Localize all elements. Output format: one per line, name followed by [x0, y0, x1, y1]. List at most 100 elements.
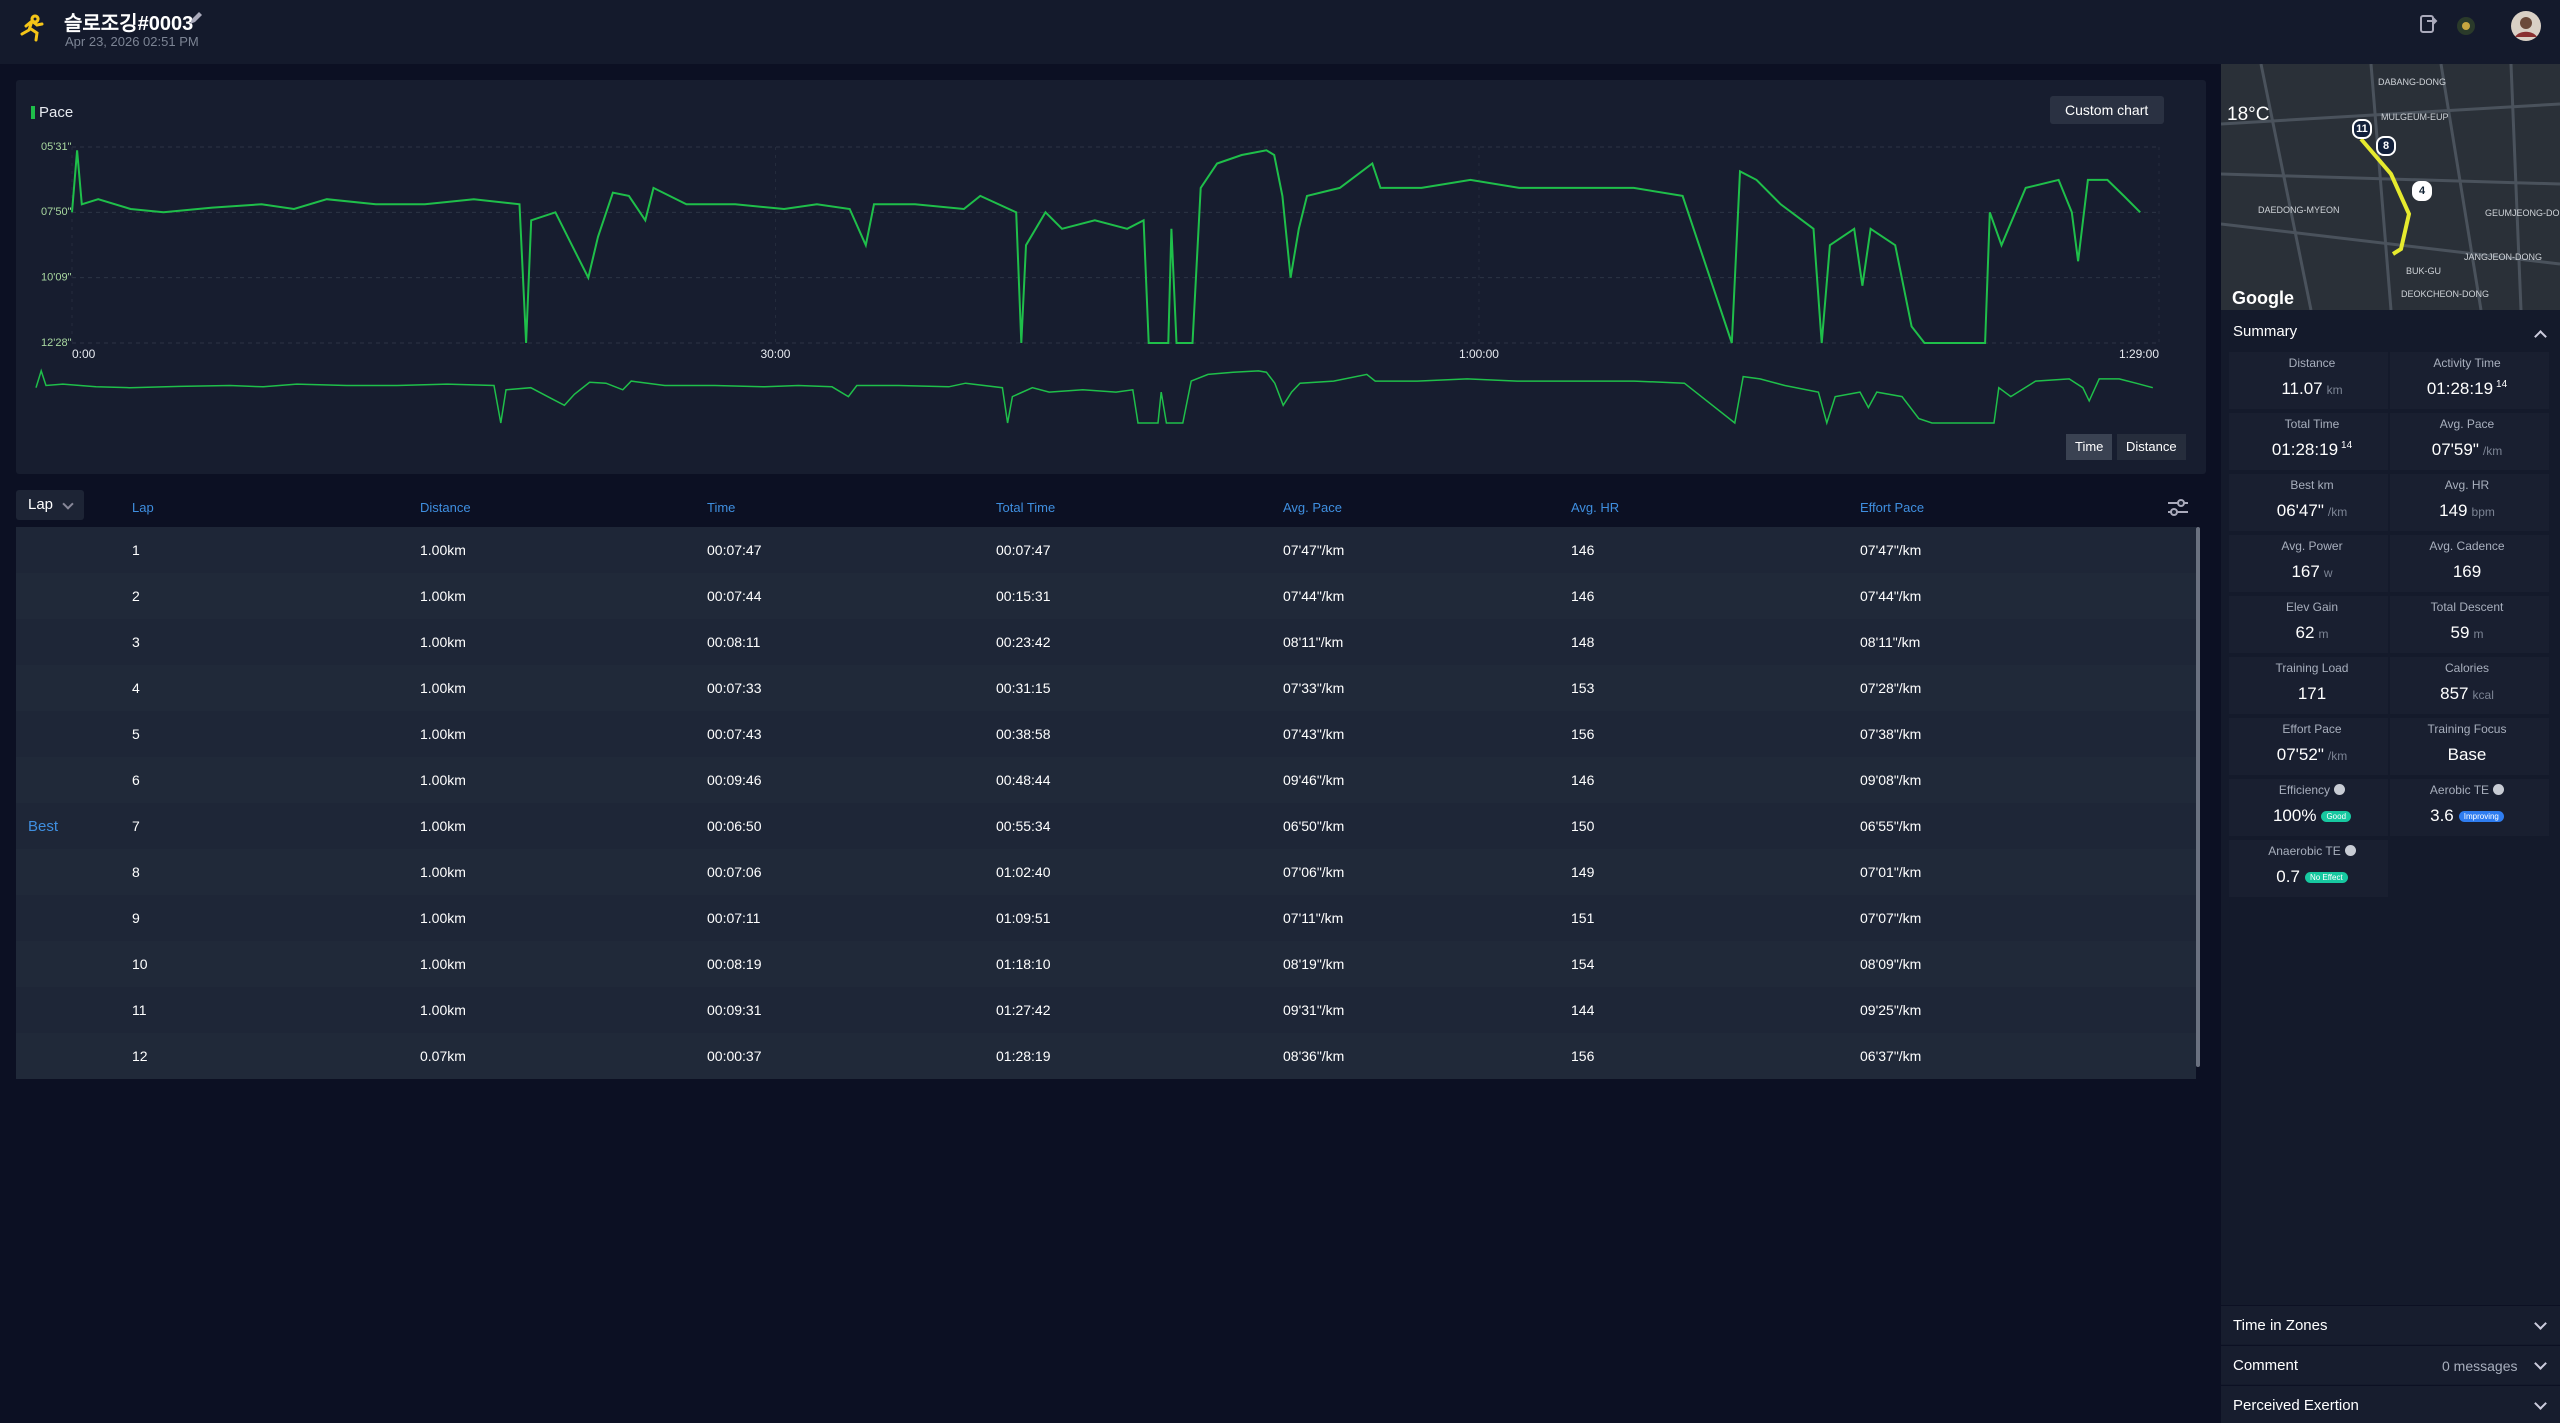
- section-row[interactable]: [2221, 1305, 2560, 1344]
- table-row: [16, 803, 2196, 849]
- table-cell: 154: [1571, 956, 1595, 972]
- summary-cell: [2229, 779, 2388, 836]
- summary-value: 169: [2377, 562, 2557, 582]
- summary-cell: [2229, 535, 2388, 592]
- x-tick-label: 0:00: [72, 347, 96, 361]
- x-tick-label: 1:29:00: [2119, 347, 2159, 361]
- avatar[interactable]: [2510, 10, 2542, 42]
- columns-settings[interactable]: [2166, 498, 2190, 518]
- table-cell: 01:27:42: [996, 1002, 1051, 1018]
- overview-line: [35, 368, 2153, 426]
- info-icon[interactable]: [2334, 784, 2346, 795]
- info-icon[interactable]: [2493, 784, 2505, 795]
- table-cell: 146: [1571, 772, 1595, 788]
- table-cell: 07'47"/km: [1860, 542, 1922, 558]
- summary-cell: [2229, 657, 2388, 714]
- table-cell: 10: [132, 956, 148, 972]
- table-cell: 9: [132, 910, 140, 926]
- map-marker: 8: [2376, 136, 2396, 156]
- summary-cell: [2390, 779, 2549, 836]
- section-row[interactable]: [2221, 1345, 2560, 1384]
- summary-value: 167 w: [2222, 562, 2402, 582]
- summary-label-text: Best km: [2290, 478, 2334, 492]
- summary-label-text: Anaerobic TE: [2268, 844, 2341, 858]
- column-header[interactable]: Total Time: [996, 500, 1056, 515]
- summary-value-text: 0.7: [2276, 867, 2300, 886]
- x-tick-label: 1:00:00: [1459, 347, 1499, 361]
- summary-label: Distance: [2222, 356, 2402, 370]
- x-mode-button[interactable]: Distance: [2117, 434, 2186, 460]
- summary-label-text: Total Descent: [2430, 600, 2504, 614]
- summary-label: Effort Pace: [2222, 722, 2402, 736]
- custom-chart-button[interactable]: Custom chart: [2050, 96, 2165, 124]
- table-cell: 00:07:44: [707, 588, 762, 604]
- column-header[interactable]: Avg. HR: [1571, 500, 1620, 515]
- table-cell: 01:28:19: [996, 1048, 1051, 1064]
- table-cell: 148: [1571, 634, 1595, 650]
- scrollbar[interactable]: [2196, 527, 2200, 1067]
- summary-header[interactable]: Summary: [2233, 323, 2298, 340]
- column-header[interactable]: Distance: [420, 500, 471, 515]
- table-row: [16, 665, 2196, 711]
- section-row[interactable]: [2221, 1385, 2560, 1423]
- pace-line: [71, 149, 2141, 344]
- table-cell: 144: [1571, 1002, 1595, 1018]
- export-icon[interactable]: [2418, 14, 2438, 36]
- summary-value: 07'52"/km: [2222, 745, 2402, 765]
- table-cell: 156: [1571, 1048, 1595, 1064]
- x-tick-label: 30:00: [760, 347, 790, 361]
- summary-label: Elev Gain: [2222, 600, 2402, 614]
- summary-value-text: 07'52": [2276, 745, 2324, 764]
- best-marker: Best: [28, 818, 59, 835]
- table-cell: 1.00km: [420, 1002, 466, 1018]
- table-cell: 1.00km: [420, 680, 466, 696]
- summary-label-text: Calories: [2444, 661, 2489, 675]
- lap-selector[interactable]: Lap: [16, 490, 84, 520]
- table-cell: 1.00km: [420, 956, 466, 972]
- summary-value: 06'47"/km: [2222, 501, 2402, 521]
- table-cell: 0.07km: [420, 1048, 466, 1064]
- badge-icon[interactable]: [2456, 16, 2476, 36]
- summary-label: Efficiency: [2222, 783, 2402, 797]
- table-cell: 06'50"/km: [1283, 818, 1345, 834]
- table-cell: 09'31"/km: [1283, 1002, 1345, 1018]
- table-cell: 09'25"/km: [1860, 1002, 1922, 1018]
- info-icon[interactable]: [2344, 845, 2356, 856]
- column-header[interactable]: Time: [707, 500, 736, 515]
- table-cell: 00:06:50: [707, 818, 762, 834]
- table-row: [16, 941, 2196, 987]
- table-cell: 00:07:47: [996, 542, 1051, 558]
- edit-icon[interactable]: [188, 10, 204, 26]
- column-header[interactable]: Lap: [132, 500, 154, 515]
- table-cell: 2: [132, 588, 140, 604]
- summary-value-text: 169: [2452, 562, 2482, 581]
- table-cell: 07'07"/km: [1860, 910, 1922, 926]
- section-title: Perceived Exertion: [2233, 1397, 2359, 1414]
- summary-unit: /km: [2327, 505, 2348, 519]
- summary-label: Training Focus: [2377, 722, 2557, 736]
- table-cell: 08'19"/km: [1283, 956, 1345, 972]
- summary-label-text: Aerobic TE: [2429, 783, 2490, 797]
- table-cell: 07'44"/km: [1283, 588, 1345, 604]
- summary-value-text: 59: [2450, 623, 2470, 642]
- table-row: [16, 849, 2196, 895]
- column-header[interactable]: Effort Pace: [1860, 500, 1925, 515]
- table-cell: 00:08:19: [707, 956, 762, 972]
- summary-label: Anaerobic TE: [2222, 844, 2402, 858]
- table-cell: 153: [1571, 680, 1595, 696]
- map-attribution: Google: [2232, 288, 2294, 308]
- map-place: DAEDONG-MYEON: [2258, 205, 2340, 215]
- table-cell: 00:09:46: [707, 772, 762, 788]
- column-header[interactable]: Avg. Pace: [1283, 500, 1343, 515]
- table-row: [16, 619, 2196, 665]
- summary-value-text: 11.07: [2281, 379, 2323, 398]
- summary-badge: No Effect: [2304, 872, 2348, 883]
- y-tick-label: 07'50": [41, 206, 72, 218]
- summary-value: 01:28:19 14: [2377, 379, 2557, 399]
- legend-swatch: [31, 106, 35, 119]
- summary-label: Avg. Pace: [2377, 417, 2557, 431]
- summary-label: Calories: [2377, 661, 2557, 675]
- table-cell: 01:09:51: [996, 910, 1051, 926]
- x-mode-button[interactable]: Time: [2066, 434, 2113, 460]
- map[interactable]: [2221, 64, 2560, 310]
